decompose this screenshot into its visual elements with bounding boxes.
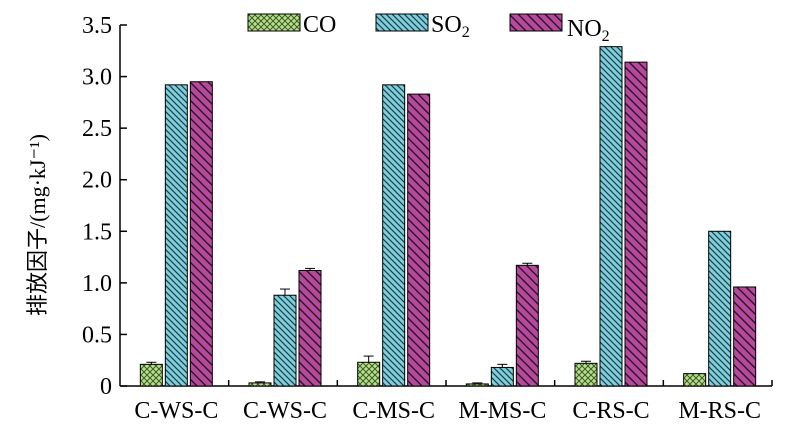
legend-swatch-no2	[509, 13, 563, 32]
bar-co-1	[139, 363, 163, 387]
y-tick-label: 2.0	[82, 168, 112, 194]
bar-so2-5	[599, 46, 623, 387]
x-tick-label: M-MS-C	[458, 398, 546, 424]
legend-label-co: CO	[303, 12, 336, 38]
bar-so2-3	[382, 84, 406, 387]
y-tick-label: 2.5	[82, 116, 112, 142]
bar-co-6	[683, 373, 707, 387]
bar-no2-2	[298, 269, 322, 387]
x-tick-label: C-RS-C	[572, 398, 649, 424]
y-tick-label: 0	[100, 374, 112, 400]
bar-so2-4	[490, 366, 514, 387]
legend-swatch-co	[247, 13, 301, 32]
bar-no2-5	[624, 61, 648, 387]
bar-co-4	[465, 383, 489, 387]
bar-so2-2	[273, 294, 297, 387]
y-tick-label: 1.0	[82, 271, 112, 297]
bar-no2-3	[407, 93, 431, 387]
bar-no2-4	[515, 264, 539, 387]
x-tick-label: C-WS-C	[134, 398, 218, 424]
bar-co-2	[248, 382, 272, 387]
y-tick-label: 3.5	[82, 13, 112, 39]
legend-label-so2: SO2	[431, 12, 470, 41]
axes: 0 0.5 1.0 1.5 2.0 2.5 3.0 3.5 C-WS-C C-WS-C C-MS-C…	[82, 13, 773, 424]
bar-no2-6	[733, 286, 757, 387]
bar-no2-1	[189, 81, 213, 387]
bar-co-5	[574, 362, 598, 387]
x-tick-label: M-RS-C	[678, 398, 761, 424]
y-tick-label: 3.0	[82, 65, 112, 91]
bars-group	[139, 46, 757, 387]
legend-label-no2: NO2	[567, 16, 610, 45]
y-axis-label: 排放因子/(mg·kJ⁻¹)	[25, 134, 50, 316]
bar-so2-6	[708, 230, 732, 387]
legend: CO SO2 NO2	[247, 12, 610, 45]
x-tick-label: C-WS-C	[243, 398, 327, 424]
legend-swatch-so2	[375, 13, 429, 32]
bar-co-3	[357, 361, 381, 387]
x-tick-label: C-MS-C	[352, 398, 435, 424]
y-tick-label: 1.5	[82, 219, 112, 245]
bar-so2-1	[164, 84, 188, 387]
y-tick-label: 0.5	[82, 322, 112, 348]
